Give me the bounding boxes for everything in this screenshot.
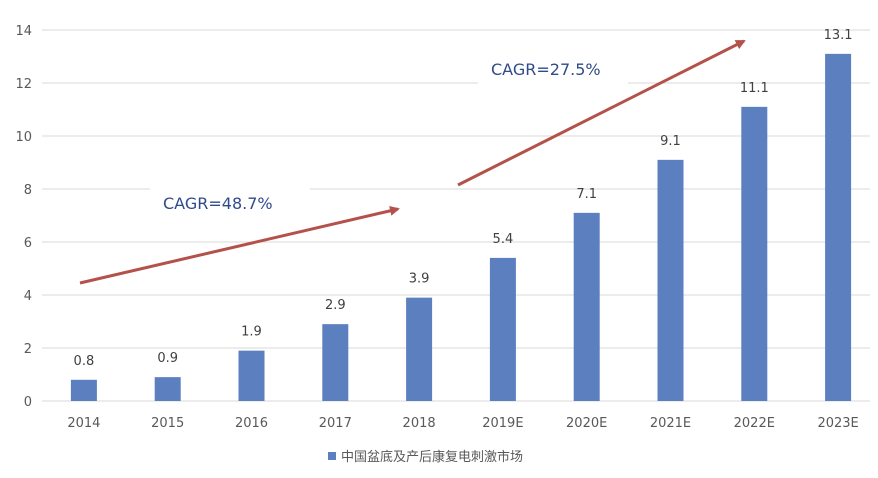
y-axis-tick-labels: 0 2 4 6 8 10 12 14 [15, 24, 32, 410]
x-tick-label-2023E: 2023E [817, 416, 858, 431]
legend-swatch [328, 452, 336, 460]
x-axis-tick-labels: 2014 2015 2016 2017 2018 2019E 2020E 2021E 2022E… [67, 416, 858, 431]
data-label-2015: 0.9 [157, 351, 178, 366]
cagr-2-arrow [457, 39, 746, 187]
bar-2015 [154, 377, 181, 401]
x-tick-label-2021E: 2021E [650, 416, 691, 431]
bar-2016 [238, 350, 265, 401]
cagr-1-arrow [79, 205, 400, 285]
bar-2022E [741, 106, 768, 401]
bar-series [70, 53, 852, 401]
legend: 中国盆底及产后康复电刺激市场 [328, 449, 523, 465]
x-tick-label-2019E: 2019E [482, 416, 523, 431]
x-tick-label-2022E: 2022E [734, 416, 775, 431]
x-tick-label-2017: 2017 [319, 416, 352, 431]
bar-2023E [825, 53, 852, 401]
data-label-2023E: 13.1 [824, 28, 853, 43]
data-label-2020E: 7.1 [576, 187, 597, 202]
y-tick-label: 10 [15, 130, 32, 145]
x-tick-label-2020E: 2020E [566, 416, 607, 431]
data-label-2021E: 9.1 [660, 134, 681, 149]
x-tick-label-2016: 2016 [235, 416, 268, 431]
data-label-2014: 0.8 [74, 354, 95, 369]
y-tick-label: 0 [24, 395, 32, 410]
bar-2019E [489, 257, 516, 401]
data-label-2016: 1.9 [241, 325, 262, 340]
bar-2021E [657, 159, 684, 401]
bar-2014 [70, 379, 97, 401]
y-tick-label: 6 [24, 236, 32, 251]
cagr-2-label-bg [478, 52, 628, 86]
y-tick-label: 14 [15, 24, 32, 39]
data-label-2022E: 11.1 [740, 81, 769, 96]
x-tick-label-2018: 2018 [403, 416, 436, 431]
data-label-2017: 2.9 [325, 298, 346, 313]
x-tick-label-2015: 2015 [151, 416, 184, 431]
data-labels: 0.8 0.9 1.9 2.9 3.9 5.4 7.1 9.1 11.1 13.1 [74, 28, 853, 369]
cagr-2-label: CAGR=27.5% [491, 60, 601, 79]
legend-label: 中国盆底及产后康复电刺激市场 [341, 449, 523, 465]
y-tick-label: 8 [24, 183, 32, 198]
y-tick-label: 12 [15, 77, 32, 92]
bar-2018 [406, 297, 433, 401]
cagr-1-label: CAGR=48.7% [163, 194, 273, 213]
y-tick-label: 4 [24, 289, 32, 304]
x-tick-label-2014: 2014 [67, 416, 100, 431]
data-label-2018: 3.9 [409, 272, 430, 287]
bar-2017 [322, 324, 349, 401]
cagr-1-label-bg [150, 186, 310, 222]
y-tick-label: 2 [24, 342, 32, 357]
data-label-2019E: 5.4 [493, 232, 514, 247]
cagr-annotations: CAGR=48.7% CAGR=27.5% [79, 39, 746, 285]
bar-2020E [573, 212, 600, 401]
